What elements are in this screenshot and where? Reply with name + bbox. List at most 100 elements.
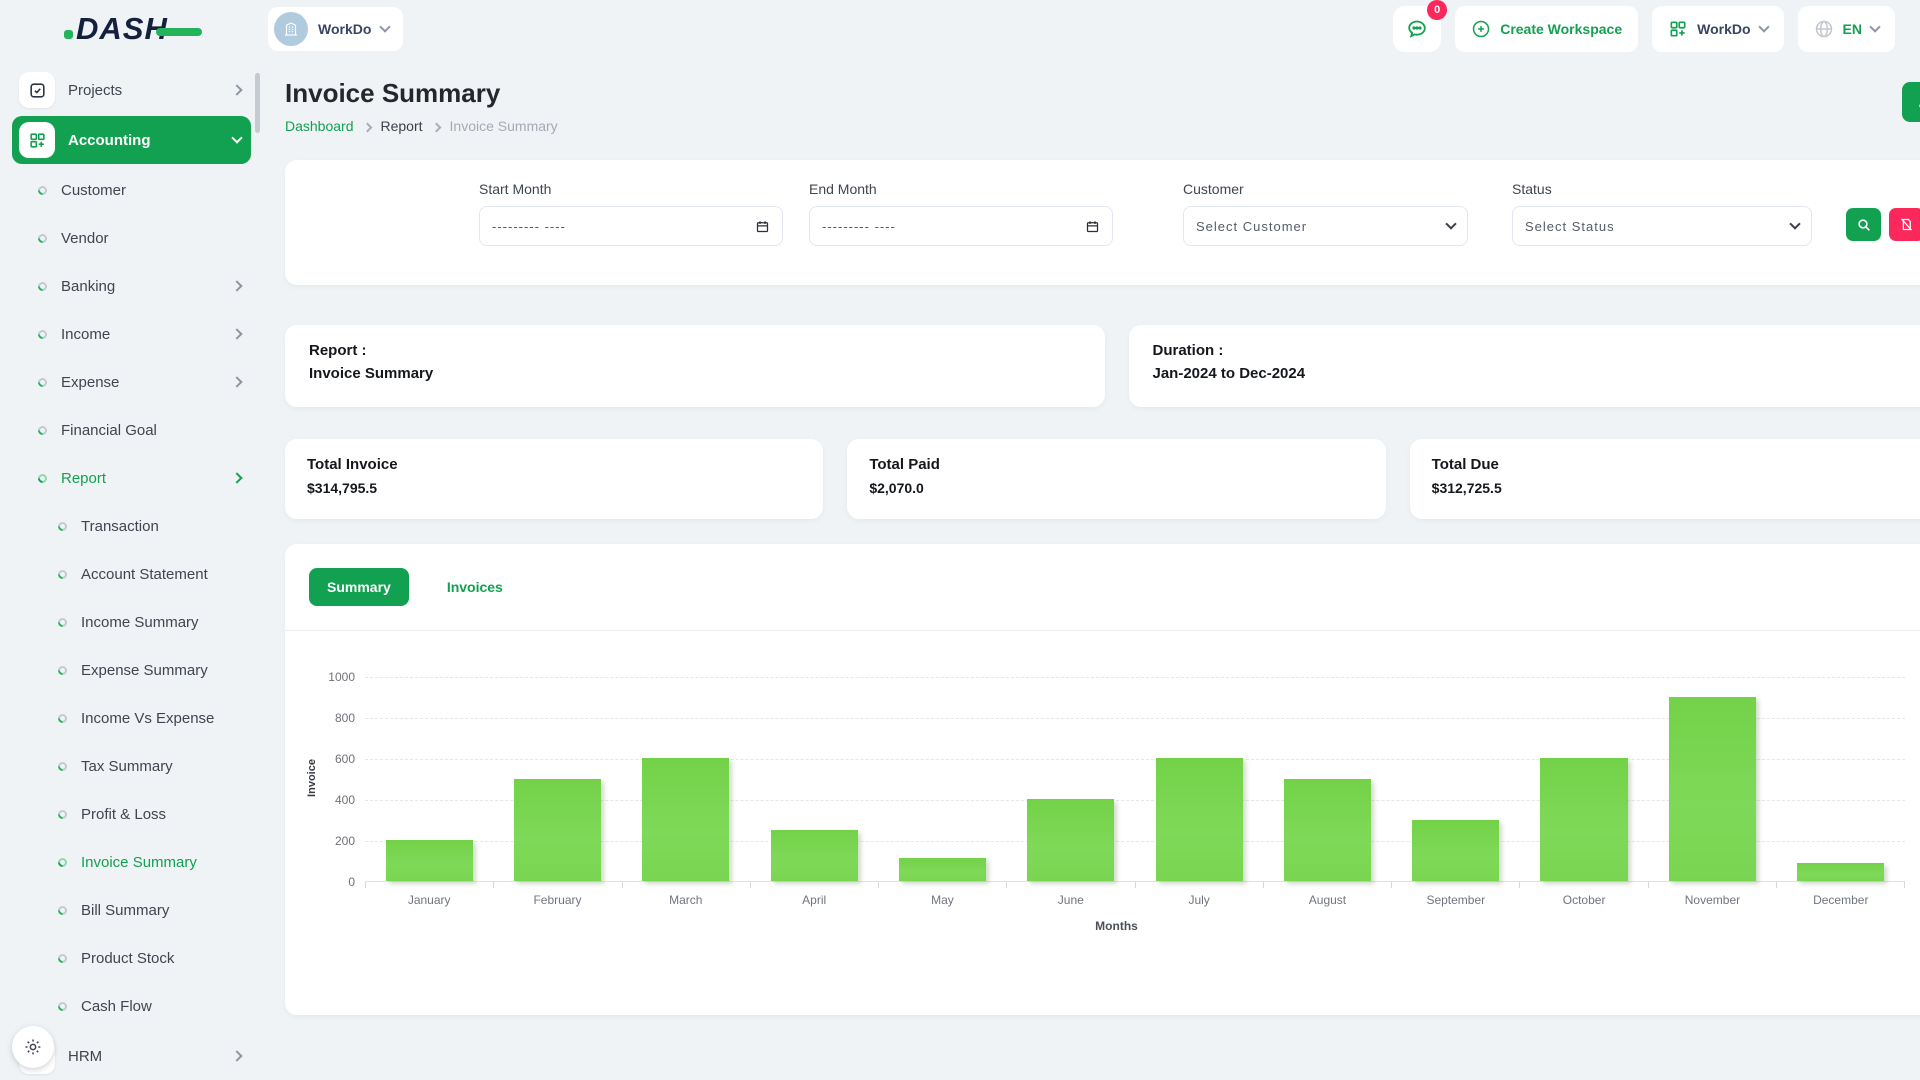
sidebar-item-tax-summary[interactable]: Tax Summary (0, 742, 263, 790)
breadcrumb: Dashboard Report Invoice Summary (285, 118, 558, 134)
bullet-icon (56, 664, 69, 677)
chart-y-axis-label: Invoice (306, 759, 318, 797)
breadcrumb-report[interactable]: Report (381, 118, 423, 134)
search-icon (1856, 217, 1872, 233)
sidebar-item-label: Financial Goal (61, 422, 241, 439)
bar-october[interactable] (1540, 758, 1627, 881)
sidebar-item-vendor[interactable]: Vendor (0, 214, 263, 262)
sidebar-item-income-vs-expense[interactable]: Income Vs Expense (0, 694, 263, 742)
chevron-right-icon (362, 122, 372, 132)
bar-january[interactable] (386, 840, 473, 881)
x-tick-label: June (1007, 893, 1135, 907)
tab-summary[interactable]: Summary (309, 568, 409, 606)
sidebar-item-transaction[interactable]: Transaction (0, 502, 263, 550)
bar-february[interactable] (514, 779, 601, 882)
settings-button[interactable] (12, 1026, 54, 1068)
sidebar-item-bill-summary[interactable]: Bill Summary (0, 886, 263, 934)
search-button[interactable] (1846, 208, 1881, 241)
sidebar-item-label: Invoice Summary (81, 854, 241, 871)
sidebar-item-report[interactable]: Report (0, 454, 263, 502)
bar-july[interactable] (1156, 758, 1243, 881)
total-paid-label: Total Paid (869, 456, 1363, 473)
create-workspace-label: Create Workspace (1500, 21, 1622, 37)
summary-chart-card: Summary Invoices Invoice 0200400600800100… (285, 544, 1920, 1015)
sidebar-scrollbar[interactable] (255, 73, 260, 133)
end-month-label: End Month (809, 181, 1113, 197)
sidebar-item-account-statement[interactable]: Account Statement (0, 550, 263, 598)
sidebar-item-profit-loss[interactable]: Profit & Loss (0, 790, 263, 838)
create-workspace-button[interactable]: Create Workspace (1455, 6, 1638, 52)
sidebar-item-label: Account Statement (81, 566, 241, 583)
x-tick-label: September (1392, 893, 1520, 907)
chevron-right-icon (231, 84, 242, 95)
building-icon (274, 12, 308, 46)
sidebar-item-label: Income (61, 326, 219, 343)
report-info-value: Invoice Summary (309, 365, 1081, 382)
chevron-right-icon (431, 122, 441, 132)
bar-september[interactable] (1412, 820, 1499, 882)
sidebar-item-financial-goal[interactable]: Financial Goal (0, 406, 263, 454)
report-info-title: Report : (309, 342, 1081, 359)
x-tick-label: August (1263, 893, 1391, 907)
sidebar-item-projects[interactable]: Projects (12, 66, 251, 114)
globe-icon (1814, 19, 1834, 39)
sidebar-item-expense-summary[interactable]: Expense Summary (0, 646, 263, 694)
total-invoice-card: Total Invoice $314,795.5 (285, 439, 823, 519)
app-logo[interactable]: DASH (30, 11, 268, 47)
total-paid-card: Total Paid $2,070.0 (847, 439, 1385, 519)
duration-info-value: Jan-2024 to Dec-2024 (1153, 365, 1920, 382)
x-tick-label: October (1520, 893, 1648, 907)
download-button[interactable] (1902, 82, 1920, 122)
reset-filter-button[interactable] (1889, 208, 1920, 241)
messages-button[interactable]: 0 (1393, 6, 1441, 52)
sidebar-item-customer[interactable]: Customer (0, 166, 263, 214)
sidebar-item-expense[interactable]: Expense (0, 358, 263, 406)
bar-june[interactable] (1027, 799, 1114, 881)
bullet-icon (56, 568, 69, 581)
sidebar-item-income[interactable]: Income (0, 310, 263, 358)
bar-december[interactable] (1797, 863, 1884, 881)
sidebar-item-label: Transaction (81, 518, 241, 535)
sidebar-item-label: Product Stock (81, 950, 241, 967)
bullet-icon (56, 520, 69, 533)
bar-november[interactable] (1669, 697, 1756, 882)
invoice-bar-chart: Invoice 02004006008001000 JanuaryFebruar… (309, 677, 1920, 933)
chart-plot (365, 677, 1905, 882)
sidebar-item-label: Report (61, 470, 219, 487)
sidebar-item-label: Expense (61, 374, 219, 391)
bullet-icon (36, 424, 49, 437)
tab-invoices[interactable]: Invoices (429, 568, 521, 606)
bar-march[interactable] (642, 758, 729, 881)
bar-august[interactable] (1284, 779, 1371, 882)
status-label: Status (1512, 181, 1812, 197)
status-select[interactable]: Select Status (1512, 206, 1812, 246)
sidebar-item-cash-flow[interactable]: Cash Flow (0, 982, 263, 1030)
chevron-right-icon (231, 280, 242, 291)
bar-may[interactable] (899, 858, 986, 881)
sidebar-item-label: Tax Summary (81, 758, 241, 775)
x-tick-label: May (878, 893, 1006, 907)
bullet-icon (36, 280, 49, 293)
x-tick-label: January (365, 893, 493, 907)
main-content: Invoice Summary Dashboard Report Invoice… (263, 58, 1920, 1080)
workspace-menu-button[interactable]: WorkDo (1652, 6, 1783, 52)
sidebar-item-accounting[interactable]: Accounting (12, 116, 251, 164)
checkbox-icon (19, 72, 55, 108)
sidebar-item-banking[interactable]: Banking (0, 262, 263, 310)
x-tick-label: March (622, 893, 750, 907)
end-month-input[interactable]: --------- ---- (809, 206, 1113, 246)
customer-select[interactable]: Select Customer (1183, 206, 1468, 246)
total-invoice-label: Total Invoice (307, 456, 801, 473)
sidebar-item-invoice-summary[interactable]: Invoice Summary (0, 838, 263, 886)
bar-april[interactable] (771, 830, 858, 881)
workspace-switcher[interactable]: WorkDo (268, 7, 403, 51)
breadcrumb-dashboard[interactable]: Dashboard (285, 118, 354, 134)
language-selector[interactable]: EN (1798, 6, 1895, 52)
sidebar-item-income-summary[interactable]: Income Summary (0, 598, 263, 646)
language-label: EN (1843, 21, 1862, 37)
bullet-icon (56, 712, 69, 725)
sidebar-item-product-stock[interactable]: Product Stock (0, 934, 263, 982)
total-due-value: $312,725.5 (1432, 480, 1920, 496)
start-month-input[interactable]: --------- ---- (479, 206, 783, 246)
bullet-icon (56, 616, 69, 629)
